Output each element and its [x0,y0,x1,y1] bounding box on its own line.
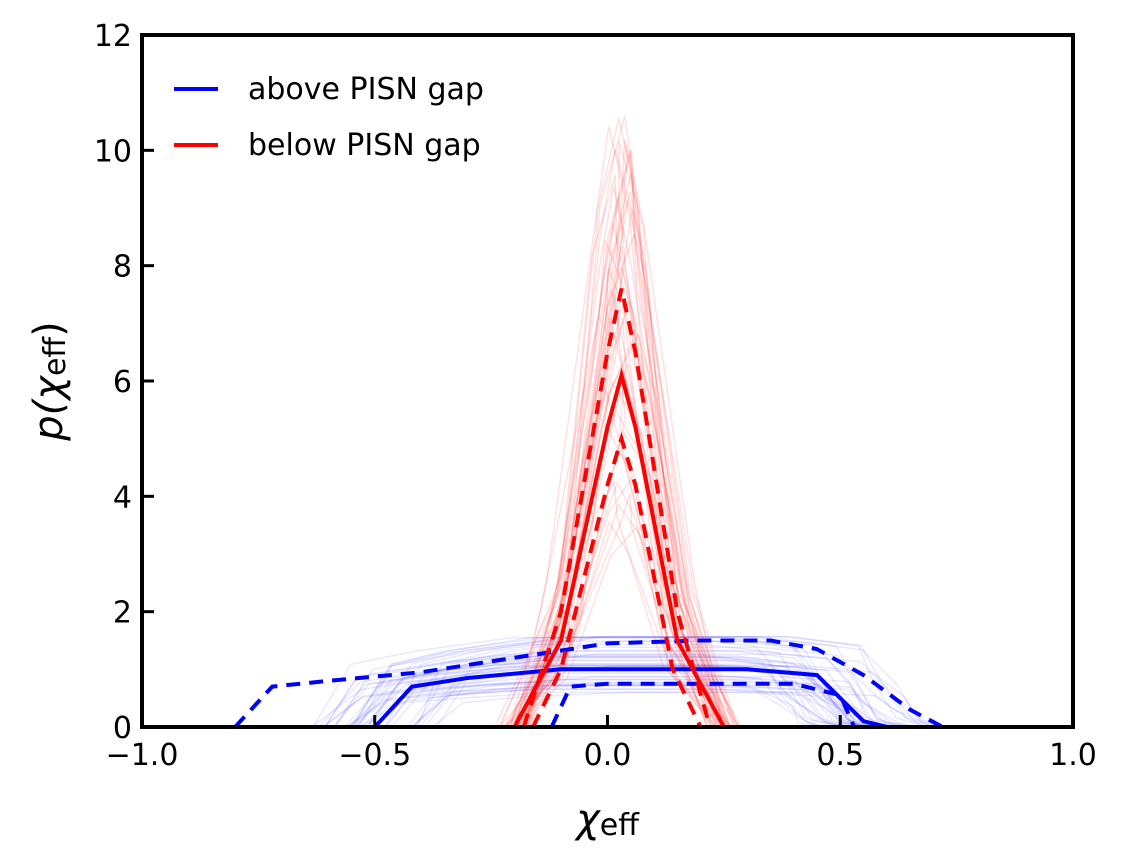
posterior-sample-line [511,525,728,728]
posterior-sample-line [333,664,840,728]
legend: above PISN gap below PISN gap [174,72,484,163]
posterior-sample-line [353,675,874,728]
posterior-sample-line [523,191,718,728]
posterior-sample-line [324,653,847,728]
x-tick-label: −1.0 [106,738,179,773]
y-axis-label: p(χeff) [26,321,73,441]
posterior-sample-line [358,636,870,728]
posterior-sample-line [365,679,884,728]
y-tick-label: 8 [113,250,132,285]
posterior-sample-line [516,185,724,728]
series-curves [233,288,944,729]
posterior-sample-line [520,149,727,728]
posterior-sample-line [498,478,724,728]
posterior-sample-line [322,683,822,728]
y-tick-label: 0 [113,711,132,746]
posterior-sample-line [333,666,842,728]
posterior-sample-line [508,387,713,728]
posterior-sample-line [350,664,853,728]
posterior-sample-line [365,664,880,728]
posterior-sample-line [509,239,718,728]
x-tick-labels: −1.0 −0.5 0.0 0.5 1.0 [106,738,1097,773]
x-tick-label: 1.0 [1049,738,1097,773]
plot-frame [140,33,1075,729]
posterior-sample-line [522,301,740,728]
posterior-sample-line [324,655,847,728]
posterior-sample-line [345,688,856,728]
posterior-sample-line [383,678,899,728]
posterior-sample-line [522,116,732,728]
posterior-sample-line [515,126,716,728]
posterior-sample-line [516,145,736,728]
posterior-sample-line [367,636,887,728]
posterior-sample-line [416,635,928,728]
y-tick-label: 12 [94,19,132,54]
posterior-sample-line [516,288,724,728]
posterior-sample-line [523,208,736,728]
posterior-sample-line [333,643,850,728]
posterior-sample-line [412,653,924,728]
posterior-sample-line [504,502,717,728]
posterior-sample-line [494,174,708,728]
posterior-sample-line [391,646,909,728]
posterior-sample-line [374,663,900,728]
posterior-sample-line [348,660,863,728]
posterior-sample-line [317,663,826,728]
x-tick-label: 0.0 [584,738,632,773]
x-axis-label: χeff [574,796,640,843]
posterior-sample-line [311,672,824,728]
x-tick-label: −0.5 [338,738,411,773]
series-upper-bound-line [233,638,944,729]
legend-label: below PISN gap [248,128,481,163]
series-lower-bound-line [531,431,703,728]
y-tick-label: 2 [113,596,132,631]
posterior-sample-line [505,317,709,728]
posterior-sample-line [353,656,866,728]
posterior-sample-line [509,149,720,728]
posterior-sample-line [383,636,901,728]
posterior-sample-line [360,666,877,728]
posterior-sample-line [524,234,730,728]
y-tick-label: 6 [113,365,132,400]
posterior-sample-line [512,267,712,728]
series-median-line [512,367,726,728]
series-upper-bound-line [521,288,712,728]
posterior-sample-line [526,365,743,728]
y-tick-labels: 0 2 4 6 8 10 12 [94,19,132,746]
posterior-sample-line [525,200,734,728]
y-tick-label: 4 [113,480,132,515]
series-median-line [373,667,888,729]
posterior-sample-line [528,333,728,728]
posterior-sample-line [344,649,859,728]
x-tick-label: 0.5 [816,738,864,773]
posterior-sample-line [411,676,916,728]
posterior-sample-line [419,665,934,728]
posterior-sample-line [508,481,717,728]
posterior-sample-line [503,520,714,728]
posterior-sample-line [356,659,857,728]
y-tick-label: 10 [94,134,132,169]
posterior-sample-line [352,636,861,728]
legend-label: above PISN gap [248,72,484,107]
posterior-sample-line [312,636,835,728]
posterior-sample-line [410,681,917,728]
posterior-sample-line [432,691,936,728]
